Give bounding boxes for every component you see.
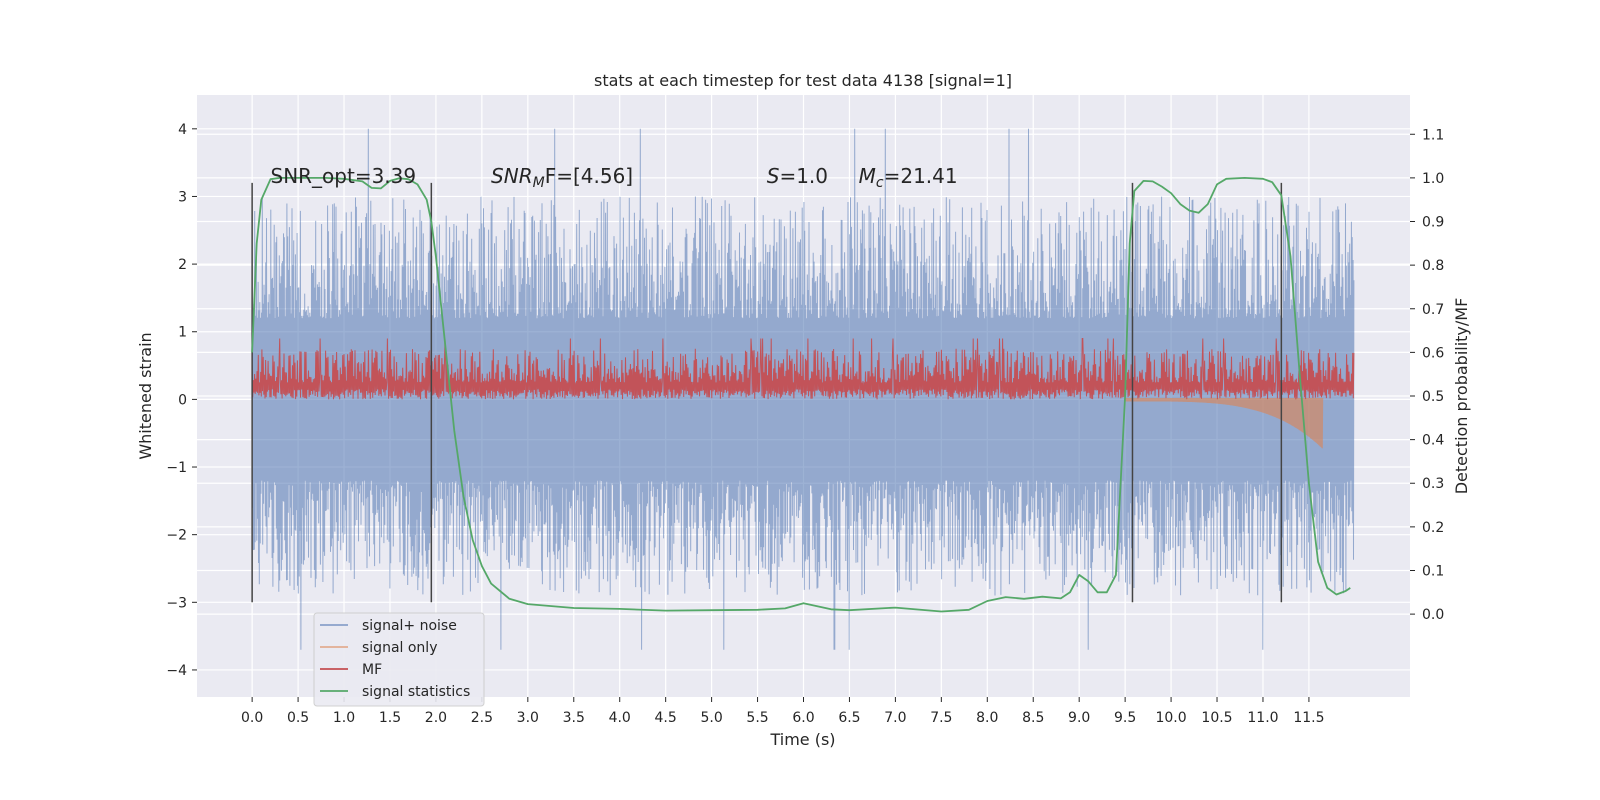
signal-statistics-line <box>251 177 1351 613</box>
x-tick-label: 2.0 <box>425 710 447 726</box>
annotation-1: SNRMF=[4.56] <box>491 164 633 191</box>
y2-axis-label: Detection probability/MF <box>1452 298 1471 495</box>
series-signal-plus-noise <box>251 128 1355 650</box>
x-tick-label: 5.5 <box>746 710 768 726</box>
x-tick-label: 4.5 <box>655 710 677 726</box>
y2-tick-label: 1.1 <box>1422 127 1444 143</box>
series-signal-statistics <box>251 177 1351 613</box>
y2-tick-label: 0.4 <box>1422 433 1444 449</box>
x-tick-label: 10.5 <box>1201 710 1232 726</box>
legend-label: MF <box>362 662 382 678</box>
signal-only-line <box>1124 397 1324 449</box>
x-tick-label: 0.5 <box>287 710 309 726</box>
y-axis-ticks: −4 −3 −2 −1 0 1 2 3 4 <box>166 122 197 679</box>
x-tick-label: 8.0 <box>976 710 998 726</box>
y2-axis-ticks: 0.0 0.1 0.2 0.3 0.4 0.5 0.6 0.7 0.8 0.9 1.0 1.1 <box>1410 127 1444 623</box>
y-tick-label: 1 <box>178 325 187 341</box>
x-tick-label: 2.5 <box>471 710 493 726</box>
annotations: SNR_opt=3.39 SNRMF=[4.56] S=1.0 Mc=21.41 <box>271 164 958 191</box>
x-tick-label: 0.0 <box>241 710 263 726</box>
legend-label: signal+ noise <box>362 618 457 634</box>
signal-plus-noise-line <box>251 128 1355 650</box>
legend: signal+ noise signal only MF signal statist… <box>313 612 485 707</box>
y-tick-label: −2 <box>166 528 187 544</box>
y-axis-label: Whitened strain <box>136 332 155 459</box>
y2-tick-label: 0.7 <box>1422 302 1444 318</box>
annotation-3: Mc=21.41 <box>859 164 958 191</box>
marker-lines <box>251 182 1283 603</box>
y2-tick-label: 0.2 <box>1422 520 1444 536</box>
annotation-2: S=1.0 <box>767 164 828 188</box>
x-axis-label: Time (s) <box>769 730 835 749</box>
y-tick-label: 2 <box>178 257 187 273</box>
y-tick-label: −3 <box>166 595 187 611</box>
annotation-0: SNR_opt=3.39 <box>271 164 417 188</box>
y-tick-label: −1 <box>166 460 187 476</box>
x-tick-label: 7.5 <box>930 710 952 726</box>
y-tick-label: 0 <box>178 392 187 408</box>
y2-tick-label: 0.6 <box>1422 345 1444 361</box>
y2-tick-label: 0.0 <box>1422 607 1444 623</box>
x-tick-label: 10.0 <box>1155 710 1186 726</box>
x-tick-label: 9.5 <box>1114 710 1136 726</box>
y2-tick-label: 1.0 <box>1422 171 1444 187</box>
x-tick-label: 5.0 <box>700 710 722 726</box>
x-tick-label: 11.5 <box>1293 710 1324 726</box>
x-tick-label: 8.5 <box>1022 710 1044 726</box>
legend-label: signal only <box>362 640 437 656</box>
x-tick-label: 3.5 <box>563 710 585 726</box>
y2-tick-label: 0.3 <box>1422 476 1444 492</box>
x-tick-label: 6.0 <box>792 710 814 726</box>
chart-title: stats at each timestep for test data 413… <box>594 71 1012 90</box>
x-tick-label: 11.0 <box>1247 710 1278 726</box>
series-signal-only <box>1124 397 1324 449</box>
series-mf <box>251 338 1355 400</box>
x-tick-label: 6.5 <box>838 710 860 726</box>
x-tick-label: 7.0 <box>884 710 906 726</box>
x-tick-label: 9.0 <box>1068 710 1090 726</box>
legend-box <box>313 612 485 707</box>
y-tick-label: 3 <box>178 189 187 205</box>
x-tick-label: 3.0 <box>517 710 539 726</box>
y2-tick-label: 0.1 <box>1422 563 1444 579</box>
y2-tick-label: 0.8 <box>1422 258 1444 274</box>
y2-tick-label: 0.9 <box>1422 215 1444 231</box>
x-tick-label: 1.0 <box>333 710 355 726</box>
mf-line <box>251 338 1355 400</box>
x-tick-label: 1.5 <box>379 710 401 726</box>
y-tick-label: 4 <box>178 122 187 138</box>
x-tick-label: 4.0 <box>609 710 631 726</box>
legend-label: signal statistics <box>362 684 470 700</box>
y2-tick-label: 0.5 <box>1422 389 1444 405</box>
y-tick-label: −4 <box>166 663 187 679</box>
x-axis-ticks: 0.0 0.5 1.0 1.5 2.0 2.5 3.0 3.5 4.0 4.5 5.0 5.5 6.0 6… <box>241 697 1325 726</box>
